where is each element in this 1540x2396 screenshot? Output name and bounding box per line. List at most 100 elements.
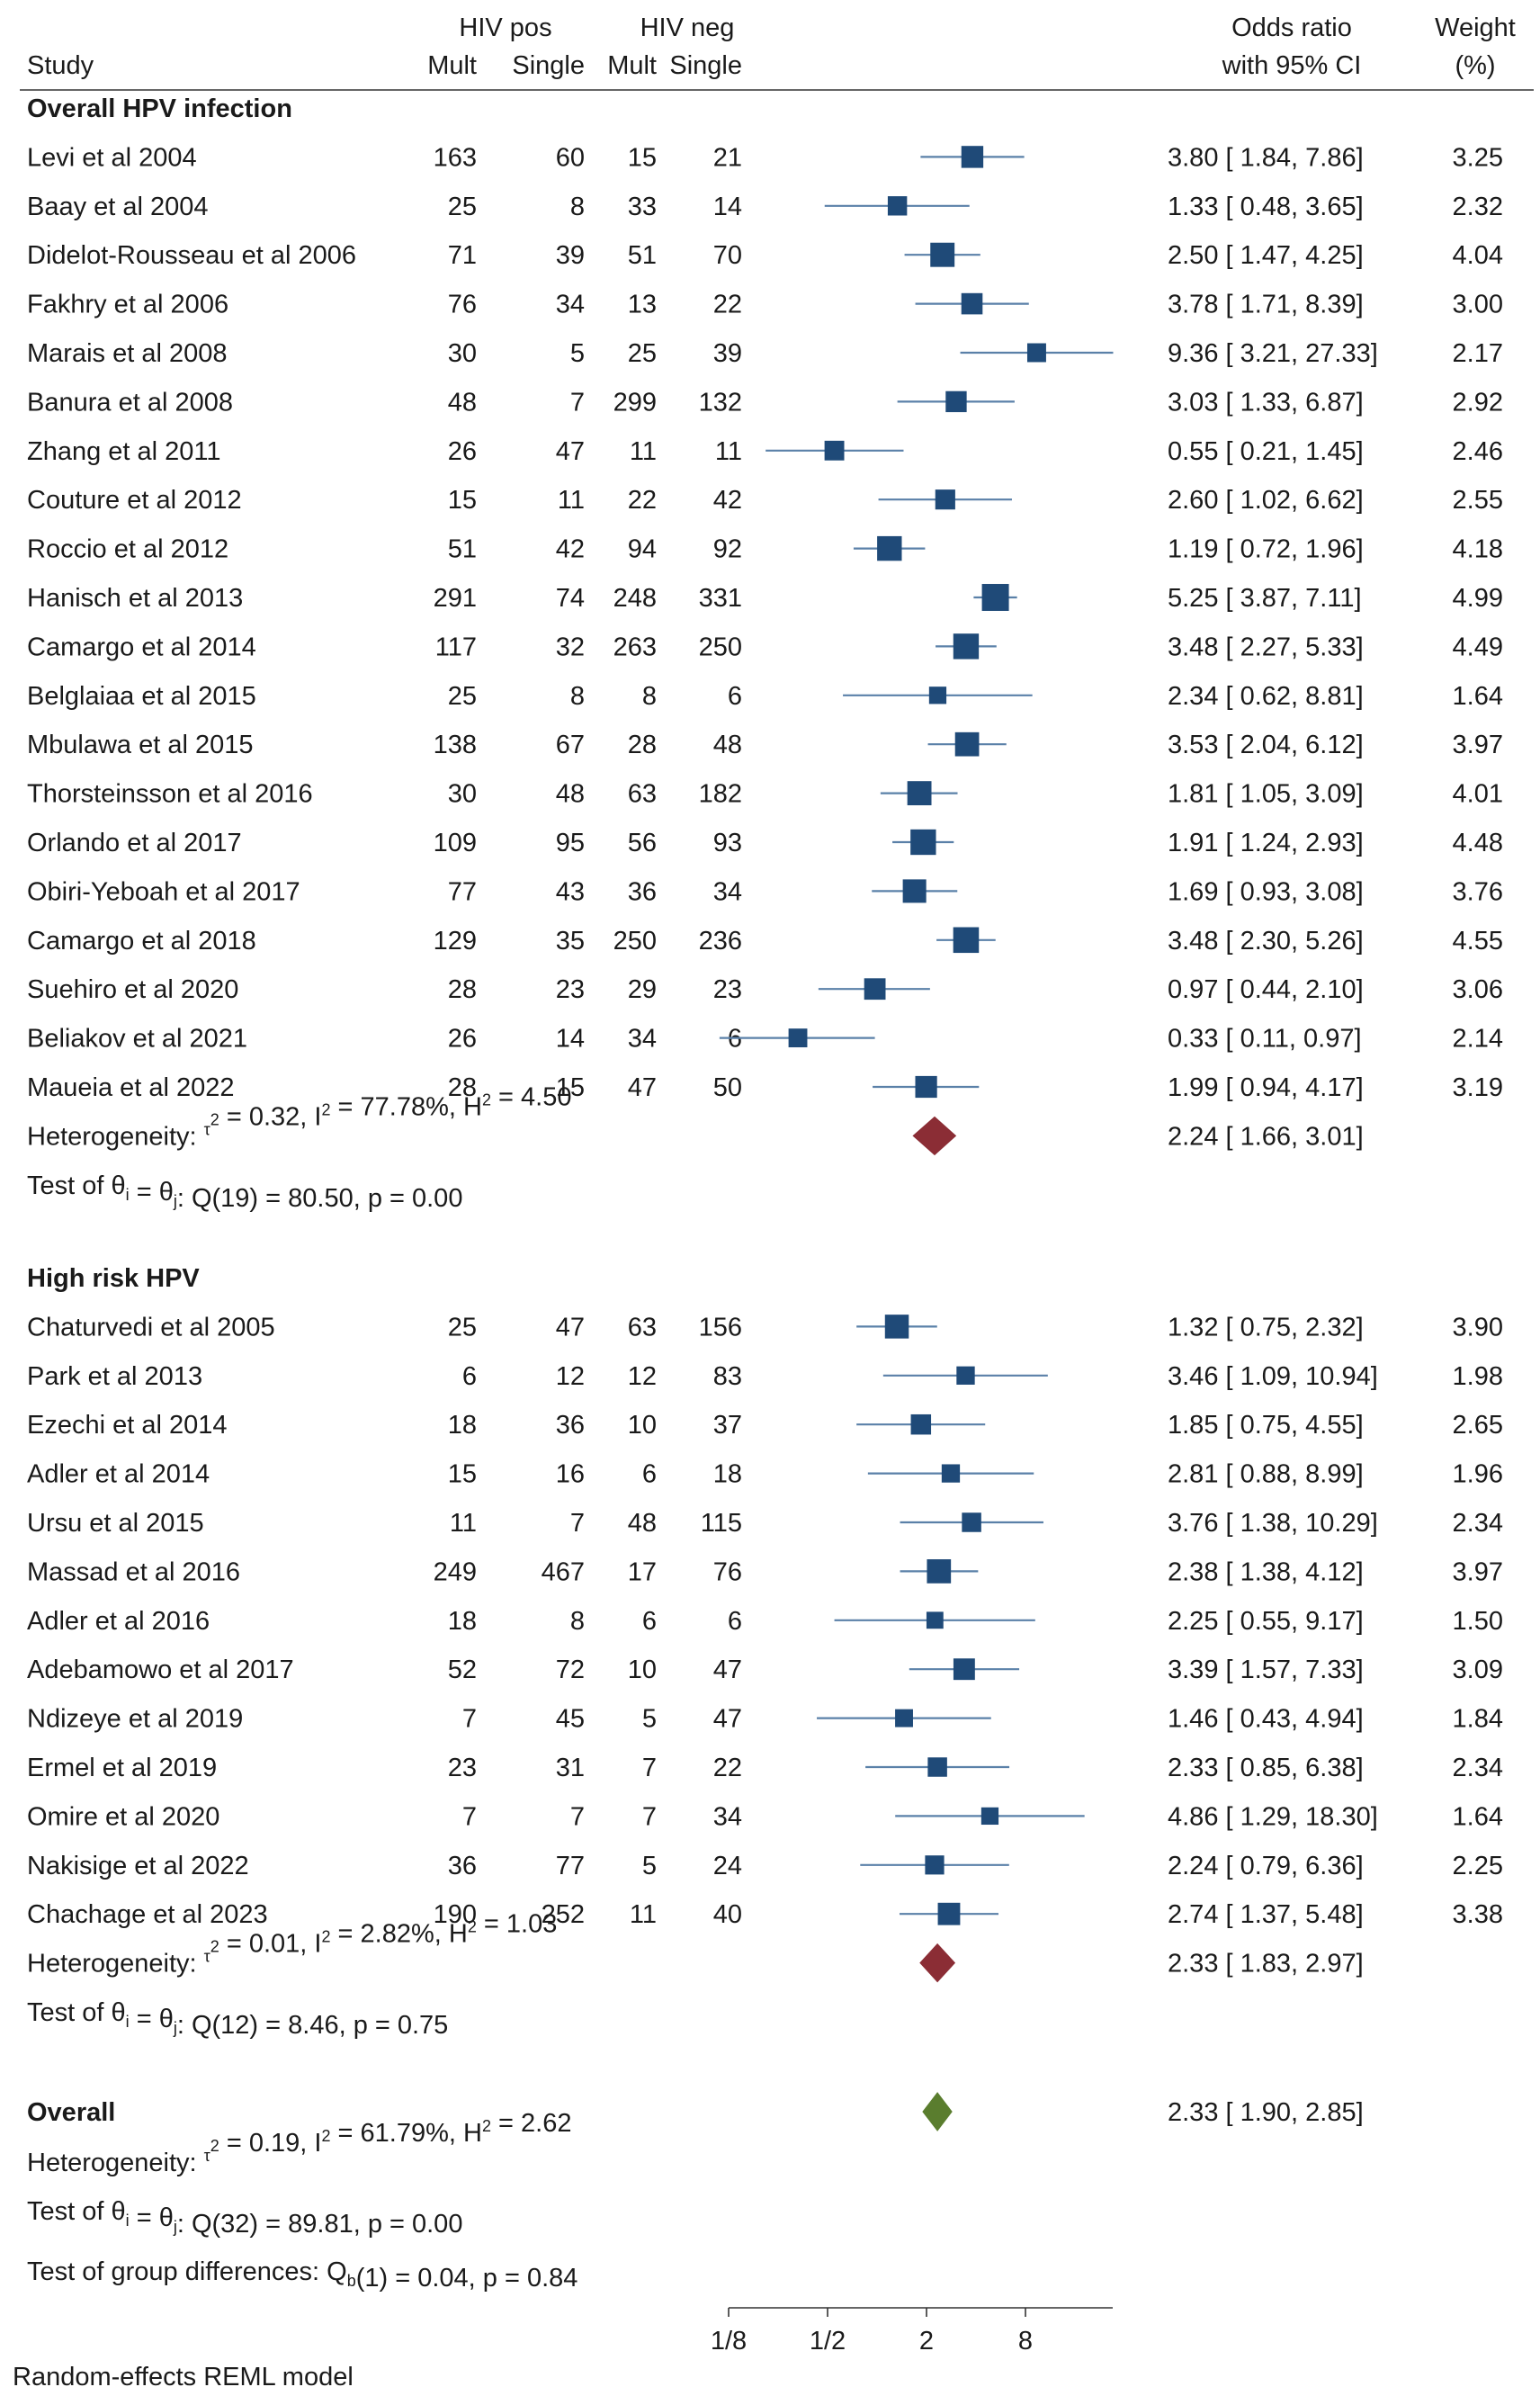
g0-study-18-weight: 2.14 — [1453, 1025, 1503, 1054]
g1-heterogeneity-part: = 0.01, I — [219, 1930, 322, 1959]
overall-test-part: θ — [159, 2203, 174, 2232]
g0-study-11-ci-text: 2.34 [ 0.62, 8.81] — [1168, 682, 1364, 711]
g1-study-12-neg-single: 40 — [713, 1900, 742, 1929]
g0-study-9-pos-mult: 291 — [434, 584, 477, 613]
overall-heterogeneity-part: 2 — [210, 2137, 219, 2155]
g1-study-11-neg-mult: 5 — [642, 1852, 657, 1880]
g0-study-8-pos-mult: 51 — [448, 535, 477, 564]
g0-study-0-pos-mult: 163 — [434, 143, 477, 172]
g1-study-11-pos-single: 77 — [556, 1852, 585, 1880]
g0-study-15-pos-mult: 77 — [448, 877, 477, 906]
g1-test-part: = — [130, 2005, 159, 2033]
x-tick-label-1: 1/2 — [810, 2327, 846, 2356]
g0-heterogeneity-part: = 77.78%, H — [331, 1092, 482, 1121]
g0-study-8-neg-single: 92 — [713, 535, 742, 564]
g0-study-6-pos-single: 47 — [556, 437, 585, 466]
g1-study-10-weight: 1.64 — [1453, 1802, 1503, 1831]
g0-study-8-name: Roccio et al 2012 — [27, 535, 228, 564]
g1-study-7-neg-mult: 10 — [628, 1656, 657, 1684]
overall-heterogeneity-part: 2 — [482, 2117, 491, 2135]
g1-study-4-weight: 2.34 — [1453, 1509, 1503, 1538]
g1-heterogeneity-part: Heterogeneity: — [27, 1950, 204, 1979]
g0-study-7-neg-single: 42 — [713, 486, 742, 515]
g1-study-7-neg-single: 47 — [713, 1656, 742, 1684]
overall-heterogeneity-part: = 61.79%, H — [331, 2119, 482, 2148]
g0-test-part: θ — [159, 1178, 174, 1207]
header-pos-single: Single — [512, 51, 585, 80]
g1-summary-ci-text: 2.33 [ 1.83, 2.97] — [1168, 1950, 1364, 1979]
g1-heterogeneity-part: 2 — [210, 1938, 219, 1956]
g1-study-8-weight: 1.84 — [1453, 1705, 1503, 1734]
g0-study-16-name: Camargo et al 2018 — [27, 927, 256, 956]
g0-study-9-name: Hanisch et al 2013 — [27, 584, 243, 613]
g1-study-6-pos-single: 8 — [570, 1607, 585, 1636]
g1-study-8-marker — [895, 1709, 913, 1727]
g0-study-19-pos-single: 15 — [556, 1073, 585, 1102]
g0-study-14-weight: 4.48 — [1453, 829, 1503, 857]
g1-study-10-neg-mult: 7 — [642, 1802, 657, 1831]
g0-study-16-marker — [953, 927, 980, 954]
g0-study-5-name: Banura et al 2008 — [27, 388, 233, 417]
g0-study-15-neg-mult: 36 — [628, 877, 657, 906]
g1-study-11-weight: 2.25 — [1453, 1852, 1503, 1880]
g1-study-5-pos-mult: 249 — [434, 1557, 477, 1586]
g1-study-3-name: Adler et al 2014 — [27, 1460, 210, 1489]
g0-study-19-marker — [915, 1075, 937, 1099]
g1-study-3-marker — [941, 1464, 961, 1483]
g1-study-1-weight: 1.98 — [1453, 1362, 1503, 1391]
g1-heterogeneity-part: 2 — [321, 1928, 330, 1946]
g0-study-15-name: Obiri-Yeboah et al 2017 — [27, 877, 300, 906]
header-study: Study — [27, 51, 94, 80]
g1-study-6-ci-text: 2.25 [ 0.55, 9.17] — [1168, 1607, 1364, 1636]
g0-study-8-ci-text: 1.19 [ 0.72, 1.96] — [1168, 535, 1364, 564]
g0-study-13-marker — [907, 781, 932, 806]
g1-study-4-ci-text: 3.76 [ 1.38, 10.29] — [1168, 1509, 1378, 1538]
g0-study-12-pos-mult: 138 — [434, 731, 477, 759]
g0-study-2-pos-mult: 71 — [448, 241, 477, 270]
g0-study-0-neg-mult: 15 — [628, 143, 657, 172]
g0-study-14-neg-mult: 56 — [628, 829, 657, 857]
g0-study-18-name: Beliakov et al 2021 — [27, 1025, 247, 1054]
g1-heterogeneity-part: = 2.82%, H — [331, 1920, 468, 1949]
g1-study-5-ci-text: 2.38 [ 1.38, 4.12] — [1168, 1557, 1364, 1586]
g0-study-16-pos-single: 35 — [556, 927, 585, 956]
g0-test-part: Test of — [27, 1171, 112, 1200]
g0-study-15-neg-single: 34 — [713, 877, 742, 906]
group-differences-test-part: b — [347, 2272, 356, 2290]
g1-study-7-marker — [953, 1658, 975, 1681]
g0-study-7-ci-text: 2.60 [ 1.02, 6.62] — [1168, 486, 1364, 515]
g1-study-1-name: Park et al 2013 — [27, 1362, 202, 1391]
g1-study-9-ci-text: 2.33 [ 0.85, 6.38] — [1168, 1754, 1364, 1782]
g0-study-14-neg-single: 93 — [713, 829, 742, 857]
header-hiv-neg: HIV neg — [640, 13, 735, 42]
g1-study-5-weight: 3.97 — [1453, 1557, 1503, 1586]
g0-study-1-marker — [887, 196, 908, 216]
g1-study-6-neg-single: 6 — [728, 1607, 742, 1636]
g1-study-6-neg-mult: 6 — [642, 1607, 657, 1636]
g0-test: Test of θi = θj: Q(19) = 80.50, p = 0.00 — [27, 1171, 462, 1213]
g1-study-9-marker — [927, 1757, 947, 1777]
g0-study-2-ci-text: 2.50 [ 1.47, 4.25] — [1168, 241, 1364, 270]
g1-study-12-pos-single: 252 — [542, 1900, 585, 1929]
g1-study-8-neg-single: 47 — [713, 1705, 742, 1734]
header-weight-line1: Weight — [1435, 13, 1516, 42]
g1-study-2-neg-single: 37 — [713, 1411, 742, 1440]
g1-study-4-neg-mult: 48 — [628, 1509, 657, 1538]
header-hiv-pos: HIV pos — [459, 13, 551, 42]
g0-study-2-neg-mult: 51 — [628, 241, 657, 270]
g1-study-2-weight: 2.65 — [1453, 1411, 1503, 1440]
g0-study-2-marker — [930, 242, 955, 267]
g1-summary-diamond — [919, 1943, 956, 1983]
g0-test-part: i — [126, 1186, 130, 1204]
g0-study-5-pos-mult: 48 — [448, 388, 477, 417]
g0-study-0-weight: 3.25 — [1453, 143, 1503, 172]
g0-study-19-pos-mult: 28 — [448, 1073, 477, 1102]
overall-test-part: : Q(32) = 89.81, p = 0.00 — [177, 2210, 463, 2239]
g1-study-12-neg-mult: 11 — [630, 1900, 657, 1929]
g0-study-11-marker — [928, 686, 947, 704]
g0-study-13-ci-text: 1.81 [ 1.05, 3.09] — [1168, 780, 1364, 809]
header-or-line2: with 95% CI — [1222, 51, 1362, 80]
g0-study-18-neg-mult: 34 — [628, 1025, 657, 1054]
g0-study-5-ci-text: 3.03 [ 1.33, 6.87] — [1168, 388, 1364, 417]
header-neg-single: Single — [669, 51, 742, 80]
